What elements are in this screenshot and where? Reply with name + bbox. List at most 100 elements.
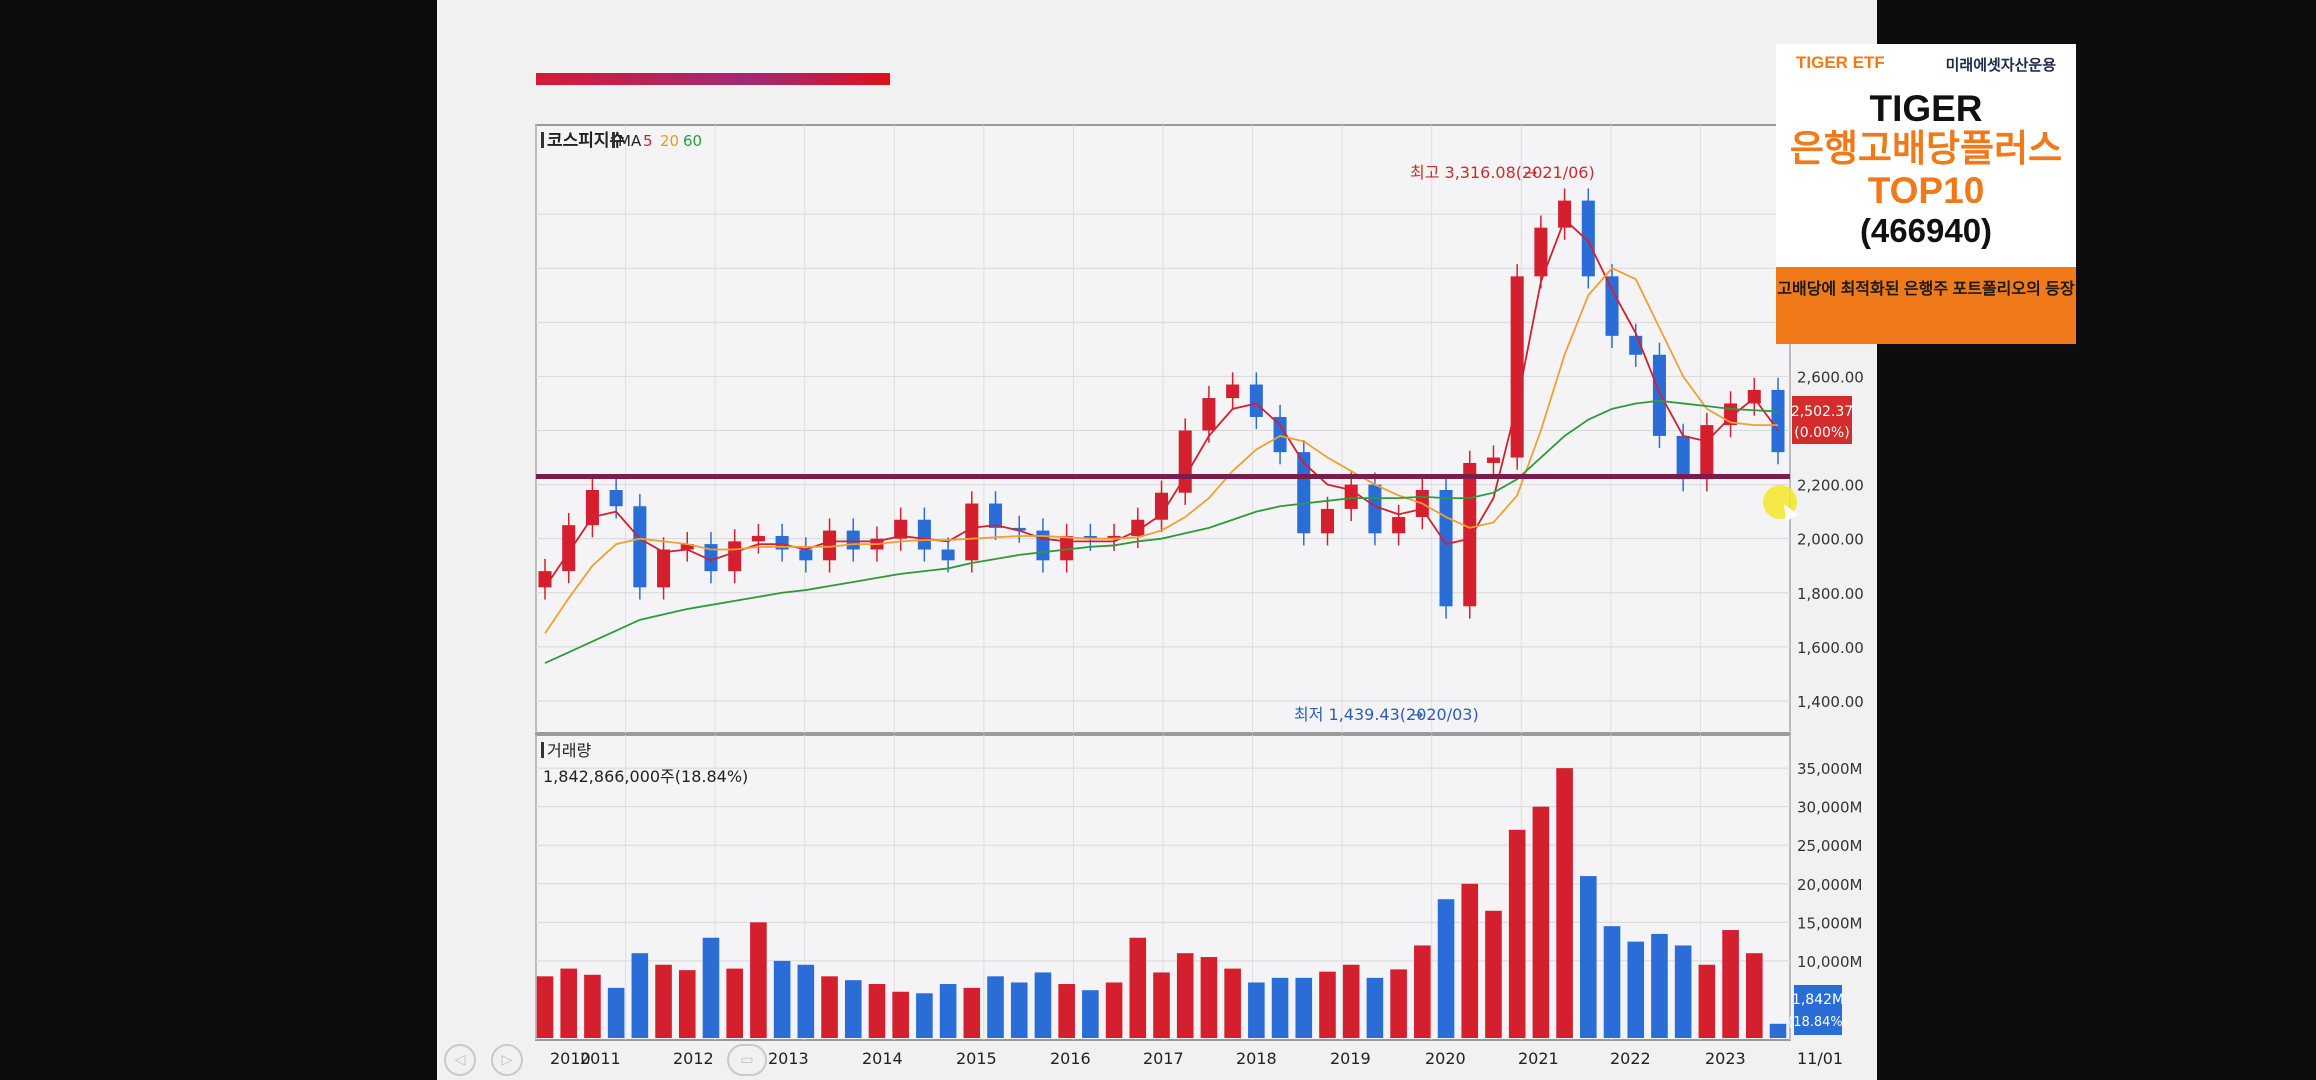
volume-bar — [868, 984, 886, 1038]
volume-tag-change: (18.84%) — [1788, 1015, 1848, 1030]
x-tick-label: 2023 — [1705, 1049, 1746, 1068]
x-tick-label: 2021 — [1518, 1049, 1559, 1068]
candle-body — [657, 549, 671, 588]
x-tick-label: 2013 — [768, 1049, 809, 1068]
ma-label: MA — [618, 132, 642, 150]
volume-bar — [536, 976, 554, 1038]
volume-bar — [1603, 926, 1621, 1038]
ad-top-panel: TIGER ETF 미래에셋자산운용 TIGER 은행고배당플러스 TOP10 (… — [1776, 44, 2076, 267]
tiger-etf-ad: TIGER ETF 미래에셋자산운용 TIGER 은행고배당플러스 TOP10 (… — [1776, 44, 2076, 344]
volume-bar — [1722, 930, 1739, 1038]
price-y-axis: 1,400.00 1,600.00 1,800.00 2,000.00 2,200.00… — [1797, 368, 1864, 711]
volume-bar — [1414, 945, 1431, 1038]
video-button[interactable]: ▭ — [727, 1044, 767, 1076]
volume-bar — [1105, 982, 1123, 1038]
candle-body — [1581, 200, 1595, 277]
x-tick-label: 2014 — [862, 1049, 903, 1068]
volume-bar — [1556, 768, 1573, 1038]
volume-tick-label: 35,000M — [1797, 760, 1862, 778]
volume-bar — [987, 976, 1004, 1038]
candle-body — [1154, 492, 1169, 520]
candle-body — [1700, 425, 1714, 480]
candle-body — [1652, 354, 1666, 436]
volume-bar — [797, 964, 815, 1038]
volume-bar — [1390, 969, 1407, 1038]
volume-bar — [1485, 910, 1502, 1038]
volume-bar — [1200, 957, 1218, 1038]
candle-body — [1107, 535, 1121, 539]
ad-title: TIGER — [1869, 88, 1983, 129]
candle-body — [1273, 416, 1287, 453]
candle-body — [1344, 484, 1358, 509]
x-tick-label: 2016 — [1050, 1049, 1091, 1068]
moving-average-lines — [536, 217, 1790, 664]
candle-body — [1676, 435, 1690, 480]
price-tick-label: 1,800.00 — [1797, 585, 1864, 603]
volume-bar — [1295, 977, 1313, 1038]
volume-bar — [1319, 971, 1336, 1038]
volume-bar — [892, 991, 909, 1038]
volume-tag: 1,842M (18.84%) — [1788, 985, 1848, 1035]
candle-body — [1202, 398, 1216, 431]
ma-60-line — [544, 399, 1779, 664]
current-price-tag: 2,502.37 (0.00%) — [1791, 396, 1853, 444]
legend-marker — [541, 132, 544, 148]
next-slide-button[interactable]: ▷ — [491, 1044, 523, 1076]
volume-bar — [1342, 964, 1360, 1038]
volume-tick-label: 25,000M — [1797, 837, 1862, 855]
prev-slide-button[interactable]: ◁ — [444, 1044, 476, 1076]
x-tick-label: 2011 — [580, 1049, 621, 1068]
volume-bar — [1627, 941, 1645, 1038]
volume-bar — [750, 922, 767, 1038]
candle-body — [609, 490, 623, 507]
volume-y-axis: 10,000M 15,000M 20,000M 25,000M 30,000M 35,00… — [1797, 760, 1862, 971]
volume-bar — [1437, 899, 1455, 1038]
volume-bar — [1224, 968, 1241, 1038]
volume-tick-label: 30,000M — [1797, 799, 1862, 817]
volume-bar — [1010, 982, 1028, 1038]
ma-5-label: 5 — [643, 132, 653, 150]
current-price-value: 2,502.37 — [1791, 404, 1853, 420]
volume-tick-label: 10,000M — [1797, 953, 1862, 971]
ad-product-name: 은행고배당플러스 TOP10 — [1789, 128, 2063, 211]
current-price-change: (0.00%) — [1794, 425, 1849, 441]
volume-bar — [916, 993, 933, 1038]
ma-20-label: 20 — [660, 132, 679, 150]
candle-body — [562, 525, 576, 572]
candle-body — [1083, 535, 1097, 539]
candle-body — [1392, 517, 1406, 534]
volume-bar — [1508, 829, 1526, 1038]
x-tick-label: 2019 — [1330, 1049, 1371, 1068]
ma-60-label: 60 — [683, 132, 702, 150]
candle-body — [1558, 200, 1572, 228]
candle-body — [1368, 484, 1382, 534]
volume-bar — [939, 984, 957, 1038]
candle-body — [1463, 462, 1477, 607]
candle-body — [1249, 384, 1263, 417]
volume-bar — [1034, 972, 1052, 1038]
volume-value-label: 1,842,866,000주(18.84%) — [543, 767, 748, 786]
volume-bar — [773, 960, 791, 1038]
volume-bar — [1153, 972, 1170, 1038]
candle-body — [799, 549, 813, 561]
candle-body — [988, 503, 1003, 528]
high-annotation-text: 최고 3,316.08(2021/06) — [1410, 163, 1595, 182]
volume-bar — [844, 980, 862, 1038]
volume-bar — [560, 968, 578, 1038]
candle-body — [1771, 389, 1785, 453]
high-arrow: → — [1524, 163, 1537, 182]
candle-body — [1605, 276, 1619, 336]
candle-body — [728, 541, 742, 572]
x-tick-label: 2022 — [1610, 1049, 1651, 1068]
candle-body — [1534, 227, 1548, 277]
ad-slogan: 고배당에 최적화된 은행주 포트폴리오의 등장 — [1777, 281, 2075, 298]
price-tick-label: 1,600.00 — [1797, 639, 1864, 657]
candle-body — [846, 530, 860, 550]
candle-body — [1510, 276, 1524, 458]
candle-body — [1320, 508, 1335, 534]
volume-bar — [584, 974, 601, 1038]
ad-brand: TIGER ETF — [1796, 53, 1885, 72]
price-legend: 코스피지수 MA 5 20 60 — [541, 131, 702, 151]
